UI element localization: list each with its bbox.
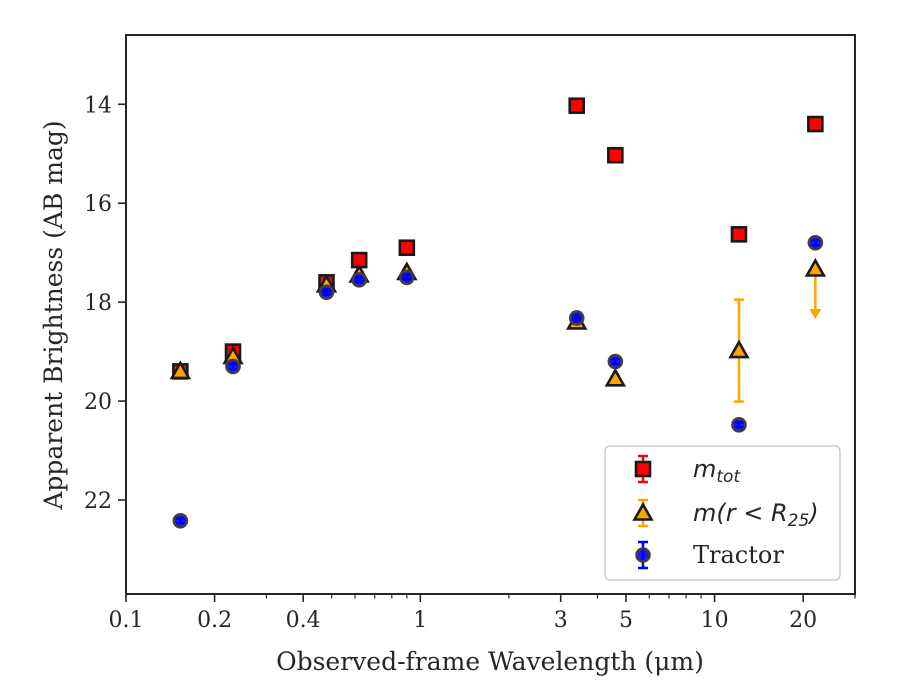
- legend: mtot m(r < R25) Tractor: [604, 445, 841, 581]
- legend-entries: mtot m(r < R25) Tractor: [632, 454, 819, 570]
- data-point: [731, 417, 747, 433]
- plot-layer: [169, 97, 827, 529]
- data-point: [318, 284, 335, 301]
- y-tick-label: 22: [84, 489, 112, 514]
- series-triangle: [169, 257, 827, 403]
- data-point: [568, 310, 585, 326]
- data-point: [607, 353, 624, 370]
- legend-label: Tractor: [693, 541, 784, 569]
- legend-box: [604, 445, 841, 581]
- x-axis-label: Observed-frame Wavelength (μm): [276, 647, 704, 676]
- x-tick-label: 1: [413, 608, 427, 633]
- data-point: [607, 146, 624, 164]
- upper-limit-arrow: [809, 308, 822, 319]
- data-point: [807, 115, 824, 133]
- legend-marker: [632, 501, 654, 521]
- y-tick-label: 14: [84, 93, 112, 118]
- data-point: [172, 512, 189, 529]
- data-point: [568, 97, 586, 115]
- data-point: [730, 226, 748, 243]
- data-point: [399, 269, 415, 286]
- x-tick-label: 0.2: [197, 608, 232, 633]
- data-point: [804, 257, 827, 277]
- y-tick-label: 20: [84, 390, 112, 415]
- x-tick-label: 20: [789, 608, 817, 633]
- legend-label: m(r < R25): [693, 499, 819, 531]
- legend-marker: [634, 460, 652, 478]
- x-tick-label: 0.4: [286, 608, 321, 633]
- series-circle: [172, 234, 824, 529]
- data-point: [398, 239, 416, 257]
- x-tick-label: 5: [619, 608, 633, 633]
- y-tick-label: 16: [84, 192, 112, 217]
- y-tick-label: 18: [84, 291, 112, 316]
- legend-marker: [635, 547, 651, 563]
- x-tick-label: 10: [701, 608, 729, 633]
- x-tick-label: 0.1: [109, 608, 144, 633]
- data-point: [807, 234, 824, 251]
- y-axis-label: Apparent Brightness (AB mag): [39, 120, 68, 510]
- data-point: [728, 339, 750, 359]
- data-point: [604, 367, 627, 387]
- x-tick-label: 3: [554, 608, 568, 633]
- axis-ticks: 0.1 0.2 0.4 1 3 5 10 20 14 16 18 20 22: [84, 93, 856, 633]
- plot-frame: [125, 34, 856, 595]
- data-point: [225, 358, 241, 375]
- legend-label: mtot: [693, 455, 741, 487]
- data-point: [169, 360, 192, 380]
- series-square: [172, 97, 824, 380]
- data-point: [351, 272, 367, 288]
